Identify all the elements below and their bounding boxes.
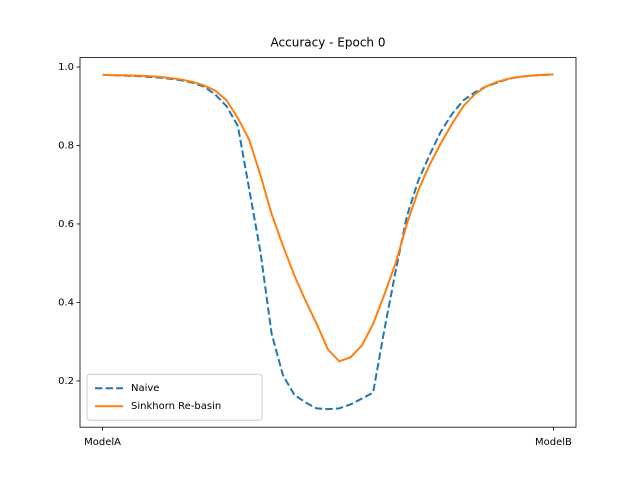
line-series [102, 73, 554, 363]
y-tick-label: 1.0 [58, 62, 74, 73]
y-tick-label: 0.8 [58, 140, 74, 151]
y-tick-label: 0.6 [58, 219, 74, 230]
legend-label: Sinkhorn Re-basin [131, 401, 221, 412]
y-tick-label: 0.4 [58, 297, 74, 308]
x-tick-label: ModelA [84, 437, 121, 448]
x-tick-label: ModelB [535, 437, 572, 448]
axes-frame [79, 57, 577, 428]
legend-box [86, 373, 263, 421]
line-series [102, 73, 554, 411]
y-tick-label: 0.2 [58, 376, 74, 387]
legend-label: Naive [131, 383, 159, 394]
chart-title: Accuracy - Epoch 0 [271, 36, 386, 50]
legend: Naive Sinkhorn Re-basin [86, 373, 263, 421]
